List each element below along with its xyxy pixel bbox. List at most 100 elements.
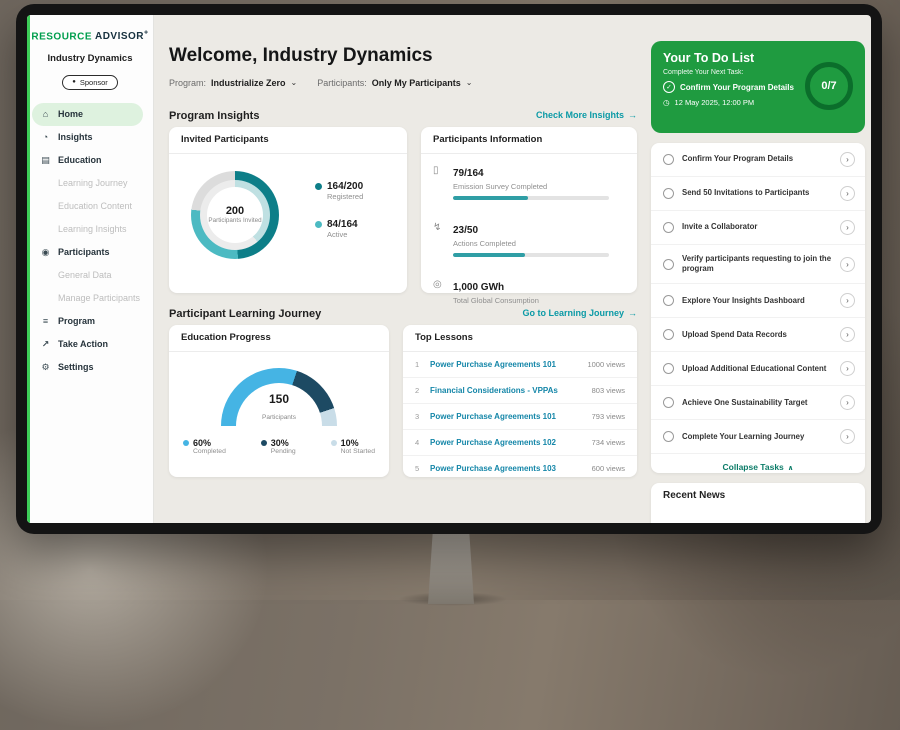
participants-filter-value: Only My Participants [372,78,461,88]
task-row[interactable]: Confirm Your Program Details › [651,143,865,177]
progress-bar [453,196,609,200]
card-title: Invited Participants [169,127,407,154]
task-row[interactable]: Verify participants requesting to join t… [651,245,865,284]
task-checkbox[interactable] [663,431,674,442]
sidebar-item[interactable]: ↗ Take Action [27,333,153,356]
sponsor-badge: ● Sponsor [62,75,118,90]
chevron-right-icon[interactable]: › [840,186,855,201]
chevron-right-icon[interactable]: › [840,220,855,235]
lesson-link[interactable]: Power Purchase Agreements 102 [430,438,592,447]
recent-news-title: Recent News [651,483,865,509]
section-title-program-insights: Program Insights [169,110,259,122]
task-label: Invite a Collaborator [682,222,832,232]
lesson-link[interactable]: Power Purchase Agreements 101 [430,412,592,421]
task-checkbox[interactable] [663,363,674,374]
check-more-insights-link[interactable]: Check More Insights→ [457,110,637,120]
lesson-row: 3 Power Purchase Agreements 101 793 view… [403,404,637,430]
card-title: Participants Information [421,127,637,154]
sidebar-item[interactable]: Education Content [27,195,153,218]
task-checkbox[interactable] [663,329,674,340]
chevron-right-icon[interactable]: › [840,257,855,272]
collapse-tasks-button[interactable]: Collapse Tasks∧ [651,454,865,473]
sidebar-item[interactable]: ≡ Program [27,310,153,333]
chevron-right-icon[interactable]: › [840,361,855,376]
task-label: Verify participants requesting to join t… [682,254,832,274]
sidebar-item[interactable]: ▤ Education [27,149,153,172]
legend-dot [331,440,337,446]
sidebar-item-icon: ◔ [40,132,51,142]
participants-filter[interactable]: Participants: Only My Participants ⌄ [317,78,472,88]
task-checkbox[interactable] [663,397,674,408]
lesson-link[interactable]: Power Purchase Agreements 101 [430,360,587,369]
task-row[interactable]: Invite a Collaborator › [651,211,865,245]
sidebar-item[interactable]: ◉ Participants [27,241,153,264]
lesson-link[interactable]: Financial Considerations - VPPAs [430,386,592,395]
sidebar-item[interactable]: ⚙ Settings [27,356,153,379]
sidebar-item[interactable]: Learning Journey [27,172,153,195]
lesson-row: 1 Power Purchase Agreements 101 1000 vie… [403,352,637,378]
task-row[interactable]: Send 50 Invitations to Participants › [651,177,865,211]
org-name: Industry Dynamics [27,53,153,64]
info-value: 23/50 [453,225,478,236]
legend-value: 30% [271,438,289,448]
progress-bar [453,253,609,257]
check-icon: ✓ [663,81,675,93]
sponsor-icon: ● [72,79,76,85]
lesson-views: 734 views [592,438,625,447]
sidebar-nav: ⌂ Home ◔ Insights ▤ Education Learning J… [27,103,153,379]
task-row[interactable]: Achieve One Sustainability Target › [651,386,865,420]
donut-center-label: 200 Participants Invited [207,187,263,243]
sidebar-item-label: Participants [58,247,110,257]
legend-label: Active [327,230,363,239]
program-filter[interactable]: Program: Industrialize Zero ⌄ [169,78,297,88]
lesson-views: 803 views [592,386,625,395]
progress-bar-fill [453,196,528,200]
info-value: 79/164 [453,168,484,179]
task-row[interactable]: Explore Your Insights Dashboard › [651,284,865,318]
task-row[interactable]: Upload Additional Educational Content › [651,352,865,386]
task-label: Upload Spend Data Records [682,330,832,340]
legend-dot [315,221,322,228]
sidebar-item[interactable]: Manage Participants [27,287,153,310]
todo-summary-card: Your To Do List Complete Your Next Task:… [651,41,865,133]
chevron-right-icon[interactable]: › [840,293,855,308]
sidebar-item[interactable]: ◔ Insights [27,126,153,149]
task-checkbox[interactable] [663,154,674,165]
legend-label: Not Started [341,448,375,455]
task-row[interactable]: Complete Your Learning Journey › [651,420,865,454]
sidebar-item-label: Education Content [58,201,132,211]
legend-value: 10% [341,438,359,448]
info-label: Emission Survey Completed [453,182,623,191]
todo-progress-ring: 0/7 [805,62,853,110]
gauge-center-label: 150 Participants [221,393,337,424]
task-checkbox[interactable] [663,188,674,199]
info-rows: ▯ 79/164 Emission Survey Completed ↯ 23/… [421,153,637,315]
info-label: Actions Completed [453,239,623,248]
task-checkbox[interactable] [663,222,674,233]
task-checkbox[interactable] [663,259,674,270]
lesson-views: 793 views [592,412,625,421]
task-row[interactable]: Upload Spend Data Records › [651,318,865,352]
program-filter-value: Industrialize Zero [211,78,286,88]
chevron-right-icon[interactable]: › [840,152,855,167]
sidebar-item[interactable]: General Data [27,264,153,287]
chevron-right-icon[interactable]: › [840,429,855,444]
sidebar-item-label: Take Action [58,339,108,349]
go-to-learning-journey-link[interactable]: Go to Learning Journey→ [457,308,637,318]
arrow-right-icon: → [628,110,637,120]
task-checkbox[interactable] [663,295,674,306]
sidebar-item[interactable]: ⌂ Home [32,103,143,126]
lesson-row: 2 Financial Considerations - VPPAs 803 v… [403,378,637,404]
chevron-right-icon[interactable]: › [840,395,855,410]
lesson-views: 1000 views [587,360,625,369]
logo-resource: RESOURCE [31,31,92,42]
legend-label: Pending [271,448,296,455]
lesson-rank: 1 [415,360,425,369]
sidebar-item-icon: ◉ [40,247,51,258]
task-label: Complete Your Learning Journey [682,432,832,442]
chevron-right-icon[interactable]: › [840,327,855,342]
arrow-right-icon: → [628,308,637,318]
task-label: Upload Additional Educational Content [682,364,832,374]
sidebar-item[interactable]: Learning Insights [27,218,153,241]
lesson-link[interactable]: Power Purchase Agreements 103 [430,464,592,473]
